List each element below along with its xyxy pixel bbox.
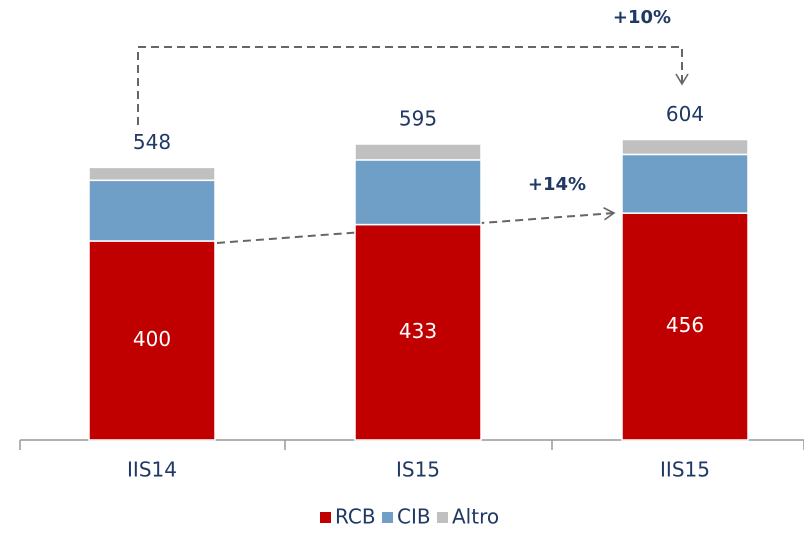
x-tick-label: IIS15	[660, 458, 710, 482]
legend: RCB CIB Altro	[320, 505, 499, 529]
bar-segment	[88, 166, 216, 182]
legend-label: RCB	[335, 505, 376, 529]
legend-label: Altro	[452, 505, 499, 529]
growth-arrow	[137, 46, 689, 125]
value-label: 400	[133, 327, 171, 351]
annotation: +14%	[528, 174, 586, 195]
bar-segment	[621, 138, 749, 156]
legend-swatch	[320, 512, 331, 523]
bar-segment	[354, 143, 482, 161]
total-label: 604	[666, 102, 704, 126]
bar-segment	[88, 240, 216, 441]
x-tick-label: IIS14	[127, 458, 177, 482]
bar-segment	[621, 212, 749, 441]
value-label: 456	[666, 313, 704, 337]
bar-segment	[88, 179, 216, 242]
value-label: 433	[399, 319, 437, 343]
total-label: 595	[399, 106, 437, 130]
annotation: +10%	[613, 7, 671, 28]
bar-segment	[354, 159, 482, 226]
bar-segment	[621, 153, 749, 214]
x-tick-label: IS15	[396, 458, 440, 482]
legend-swatch	[437, 512, 448, 523]
legend-swatch	[382, 512, 393, 523]
legend-label: CIB	[397, 505, 431, 529]
total-label: 548	[133, 130, 171, 154]
